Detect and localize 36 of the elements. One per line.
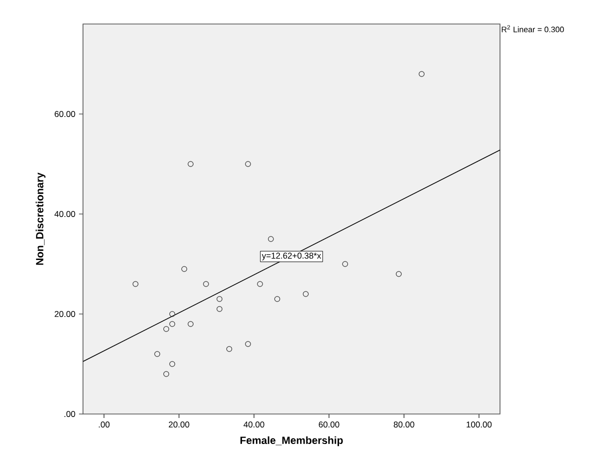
point [268, 236, 274, 242]
point [245, 161, 251, 167]
point [418, 71, 425, 77]
point [274, 296, 280, 302]
point [396, 271, 402, 277]
y-tick-label: .00 [64, 411, 76, 417]
y-axis-title: Non_Discretionary [36, 172, 46, 265]
point [154, 351, 160, 357]
point [169, 311, 176, 317]
point [245, 341, 251, 347]
x-axis-title: Female_Membership [240, 436, 343, 446]
x-tick-label: 20.00 [168, 422, 190, 428]
point [216, 306, 222, 312]
y-tick-label: 20.00 [54, 311, 76, 317]
point [169, 361, 176, 367]
point [188, 321, 194, 327]
point [163, 371, 170, 377]
point [226, 346, 232, 352]
y-tick-label: 40.00 [54, 211, 76, 217]
point [188, 161, 194, 167]
point [302, 291, 309, 297]
x-tick-label: 80.00 [394, 422, 414, 428]
point [163, 326, 170, 332]
point [342, 261, 348, 267]
y-tick-label: 60.00 [54, 111, 76, 117]
point [203, 281, 209, 287]
point [169, 321, 176, 327]
x-tick-label: 60.00 [318, 422, 340, 428]
x-tick-label: 40.00 [244, 422, 264, 428]
x-tick-label: 100.00 [466, 422, 492, 428]
point [216, 296, 222, 302]
point [132, 281, 138, 287]
point [181, 266, 188, 272]
annotation: y=12.62+0.38*x [262, 252, 322, 260]
point [257, 281, 263, 287]
x-tick-label: .00 [98, 422, 110, 428]
